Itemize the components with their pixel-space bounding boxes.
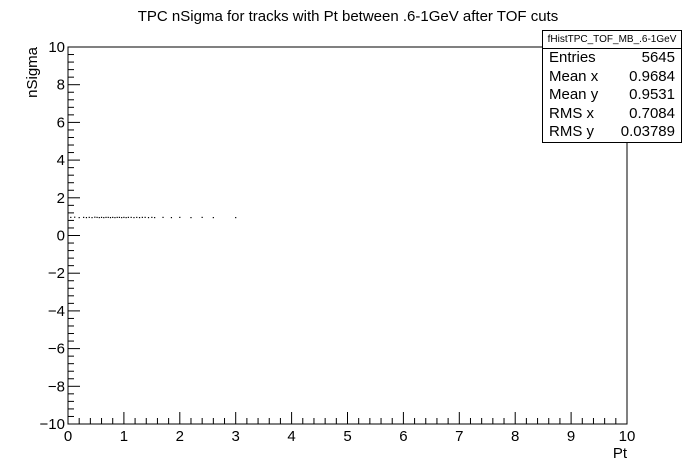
- data-point: [116, 216, 118, 219]
- y-tick-label: 10: [48, 39, 65, 56]
- x-tick-label: 6: [399, 428, 407, 445]
- x-axis-ticks: [67, 412, 628, 424]
- data-point: [96, 216, 98, 219]
- data-point: [190, 216, 192, 219]
- y-tick-label: 6: [57, 114, 65, 131]
- stats-label: RMS y: [549, 123, 594, 141]
- stats-value: 0.7084: [629, 104, 675, 122]
- data-point: [98, 216, 100, 219]
- data-point: [130, 216, 132, 219]
- data-point: [123, 216, 125, 219]
- data-point: [201, 216, 203, 219]
- data-point: [114, 216, 116, 219]
- data-point: [235, 216, 237, 219]
- x-tick-label: 3: [232, 428, 240, 445]
- y-tick-label: −2: [48, 265, 65, 282]
- stats-value: 0.9684: [629, 67, 675, 85]
- stats-label: RMS x: [549, 104, 594, 122]
- x-tick-label: 4: [287, 428, 295, 445]
- y-tick-label: 0: [57, 228, 65, 245]
- data-point: [170, 216, 173, 219]
- x-tick-label: 0: [64, 428, 72, 445]
- data-point: [154, 216, 156, 219]
- x-tick-label: 10: [619, 428, 636, 445]
- data-point: [100, 216, 103, 219]
- y-axis-ticks: [68, 46, 80, 425]
- data-point: [88, 216, 90, 219]
- data-point: [109, 216, 112, 219]
- stats-row-rms-x: RMS x 0.7084: [543, 105, 681, 124]
- data-point: [127, 216, 129, 219]
- x-axis-label: Pt: [613, 445, 628, 462]
- data-point: [125, 216, 127, 219]
- stats-row-mean-x: Mean x 0.9684: [543, 68, 681, 87]
- data-point: [136, 216, 138, 219]
- x-tick-label: 5: [343, 428, 351, 445]
- data-point: [133, 216, 135, 219]
- x-tick-label: 9: [567, 428, 575, 445]
- x-tick-label: 8: [511, 428, 519, 445]
- data-point: [162, 216, 164, 219]
- data-point: [94, 216, 96, 218]
- data-point: [91, 216, 93, 219]
- stats-label: Entries: [549, 49, 596, 66]
- data-point: [83, 216, 85, 219]
- stats-value: 0.9531: [629, 86, 675, 104]
- x-tick-label: 2: [176, 428, 184, 445]
- data-point: [74, 216, 76, 218]
- x-tick-label: 7: [455, 428, 463, 445]
- data-point: [151, 216, 153, 219]
- y-tick-label: −10: [40, 416, 65, 433]
- data-point: [144, 216, 146, 219]
- data-point: [85, 216, 88, 219]
- stats-value: 5645: [641, 49, 675, 66]
- y-axis-tick-labels: −10 −8 −6 −4 −2 0 2 4 6 8 10: [40, 39, 65, 433]
- stats-box-title: fHistTPC_TOF_MB_.6-1GeV: [543, 31, 681, 49]
- y-tick-label: 2: [57, 190, 65, 207]
- y-axis-label: nSigma: [24, 46, 41, 98]
- stats-label: Mean x: [549, 67, 599, 85]
- stats-box: fHistTPC_TOF_MB_.6-1GeV Entries 5645 Mea…: [542, 30, 682, 143]
- data-point: [118, 216, 121, 219]
- data-point: [112, 216, 114, 219]
- data-point: [103, 216, 105, 219]
- stats-row-mean-y: Mean y 0.9531: [543, 86, 681, 105]
- y-tick-label: −8: [48, 378, 65, 395]
- data-point: [179, 216, 181, 219]
- data-point: [78, 216, 80, 219]
- x-tick-label: 1: [120, 428, 128, 445]
- stats-value: 0.03789: [620, 123, 675, 141]
- stats-row-entries: Entries 5645: [543, 49, 681, 68]
- scatter-points: [70, 216, 237, 219]
- data-point: [70, 216, 72, 219]
- data-point: [105, 216, 107, 219]
- data-point: [141, 216, 143, 219]
- data-point: [212, 216, 214, 219]
- data-point: [147, 216, 150, 219]
- data-point: [107, 216, 109, 219]
- y-tick-label: −6: [48, 341, 65, 358]
- stats-label: Mean y: [549, 86, 599, 104]
- chart-title: TPC nSigma for tracks with Pt between .6…: [138, 8, 558, 25]
- data-point: [121, 216, 123, 219]
- stats-row-rms-y: RMS y 0.03789: [543, 123, 681, 142]
- x-axis-tick-labels: 0 1 2 3 4 5 6 7 8 9 10: [64, 428, 636, 445]
- y-tick-label: 8: [57, 77, 65, 94]
- y-tick-label: 4: [57, 152, 65, 169]
- y-tick-label: −4: [48, 303, 65, 320]
- data-point: [138, 216, 141, 219]
